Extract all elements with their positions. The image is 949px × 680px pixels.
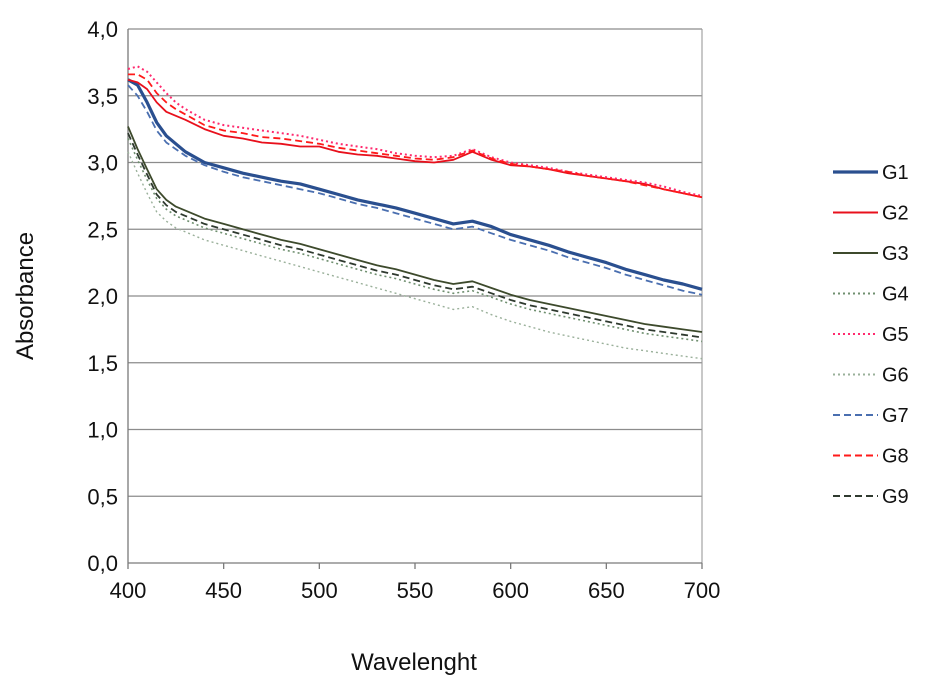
x-tick-label: 550 xyxy=(397,578,434,603)
series-line-g7 xyxy=(127,84,703,296)
legend-label-g8: G8 xyxy=(882,446,909,468)
y-axis-title: Absorbance xyxy=(12,232,39,360)
legend-label-g4: G4 xyxy=(882,284,909,306)
legend-label-g2: G2 xyxy=(882,203,909,225)
legend: G1 G2 G3 G4 G5 G6 G7 G8 G9 xyxy=(833,162,909,508)
x-tick-label: 400 xyxy=(110,578,147,603)
legend-label-g5: G5 xyxy=(882,324,909,346)
x-tick-label: 500 xyxy=(301,578,338,603)
legend-label-g6: G6 xyxy=(882,365,909,387)
series-line-g1 xyxy=(127,78,703,291)
x-tick-label: 450 xyxy=(205,578,242,603)
y-tick-labels: 0,0 0,5 1,0 1,5 2,0 2,5 3,0 3,5 4,0 xyxy=(87,17,118,576)
horizontal-gridlines xyxy=(128,28,702,497)
y-tick-label: 2,5 xyxy=(87,217,118,242)
y-tick-label: 0,0 xyxy=(87,551,118,576)
legend-label-g9: G9 xyxy=(882,486,909,508)
series-line-g5 xyxy=(127,65,703,197)
series-line-g4 xyxy=(127,138,703,343)
x-axis-title: Wavelenght xyxy=(351,649,477,676)
series-line-g8 xyxy=(128,73,703,199)
legend-label-g3: G3 xyxy=(882,243,909,265)
x-tick-label: 600 xyxy=(492,578,529,603)
y-tick-label: 2,0 xyxy=(87,284,118,309)
series-line-g2 xyxy=(127,78,703,199)
series-line-g3 xyxy=(127,126,703,333)
y-tick-label: 1,0 xyxy=(87,418,118,443)
axes xyxy=(127,29,703,569)
x-tick-labels: 400 450 500 550 600 650 700 xyxy=(110,578,721,603)
legend-label-g7: G7 xyxy=(882,405,909,427)
series-line-g6 xyxy=(127,151,703,360)
series-lines xyxy=(127,65,703,360)
y-tick-label: 1,5 xyxy=(87,351,118,376)
y-tick-label: 0,5 xyxy=(87,484,118,509)
y-tick-label: 4,0 xyxy=(87,17,118,42)
y-tick-label: 3,5 xyxy=(87,84,118,109)
legend-label-g1: G1 xyxy=(882,162,909,184)
x-tick-label: 650 xyxy=(588,578,625,603)
x-tick-label: 700 xyxy=(684,578,721,603)
y-tick-label: 3,0 xyxy=(87,151,118,176)
series-line-g9 xyxy=(127,132,703,339)
